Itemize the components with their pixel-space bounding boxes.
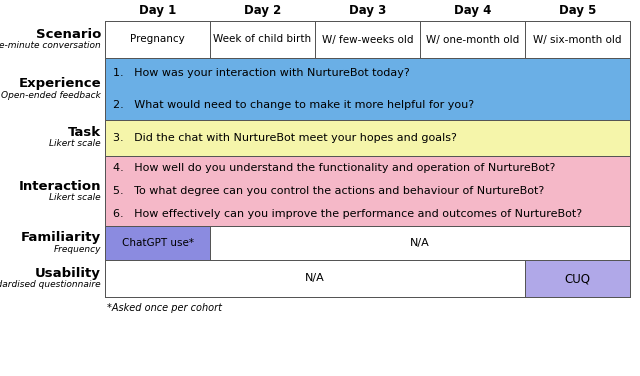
Text: 4.   How well do you understand the functionality and operation of NurtureBot?: 4. How well do you understand the functi… <box>113 163 556 173</box>
Text: Usability: Usability <box>35 267 101 280</box>
Text: Day 1: Day 1 <box>139 4 176 17</box>
Bar <box>525 260 630 297</box>
Text: 6.   How effectively can you improve the performance and outcomes of NurtureBot?: 6. How effectively can you improve the p… <box>113 209 582 219</box>
Text: Likert scale: Likert scale <box>49 139 101 149</box>
Bar <box>105 58 630 120</box>
Text: Experience: Experience <box>19 77 101 91</box>
Text: Interaction: Interaction <box>19 179 101 193</box>
Text: Frequency: Frequency <box>54 244 101 253</box>
Text: CUQ: CUQ <box>564 272 591 285</box>
Text: Day 4: Day 4 <box>454 4 491 17</box>
Text: Likert scale: Likert scale <box>49 193 101 202</box>
Bar <box>105 260 525 297</box>
Text: W/ few-weeks old: W/ few-weeks old <box>322 35 413 44</box>
Bar <box>210 226 630 260</box>
Text: Day 2: Day 2 <box>244 4 281 17</box>
Text: 2.   What would need to change to make it more helpful for you?: 2. What would need to change to make it … <box>113 100 474 109</box>
Text: Open-ended feedback: Open-ended feedback <box>1 91 101 100</box>
Bar <box>105 120 630 156</box>
Bar <box>210 21 315 58</box>
Text: Task: Task <box>68 126 101 139</box>
Text: Pregnancy: Pregnancy <box>130 35 185 44</box>
Text: 5.   To what degree can you control the actions and behaviour of NurtureBot?: 5. To what degree can you control the ac… <box>113 186 544 196</box>
Text: 1.   How was your interaction with NurtureBot today?: 1. How was your interaction with Nurture… <box>113 68 410 79</box>
Bar <box>105 21 210 58</box>
Text: Standardised questionnaire: Standardised questionnaire <box>0 280 101 289</box>
Text: W/ one-month old: W/ one-month old <box>426 35 519 44</box>
Text: ChatGPT use*: ChatGPT use* <box>122 238 193 248</box>
Text: Scenario: Scenario <box>36 28 101 41</box>
Bar <box>525 21 630 58</box>
Text: N/A: N/A <box>305 273 325 284</box>
Text: N/A: N/A <box>410 238 430 248</box>
Text: Week of child birth: Week of child birth <box>213 35 312 44</box>
Bar <box>420 21 525 58</box>
Text: 3.   Did the chat with NurtureBot meet your hopes and goals?: 3. Did the chat with NurtureBot meet you… <box>113 133 457 143</box>
Text: Five-minute conversation: Five-minute conversation <box>0 41 101 50</box>
Text: Day 5: Day 5 <box>559 4 596 17</box>
Text: W/ six-month old: W/ six-month old <box>533 35 621 44</box>
Bar <box>105 226 210 260</box>
Text: Familiarity: Familiarity <box>21 232 101 244</box>
Text: Day 3: Day 3 <box>349 4 386 17</box>
Bar <box>105 156 630 226</box>
Text: *Asked once per cohort: *Asked once per cohort <box>107 303 222 313</box>
Bar <box>315 21 420 58</box>
